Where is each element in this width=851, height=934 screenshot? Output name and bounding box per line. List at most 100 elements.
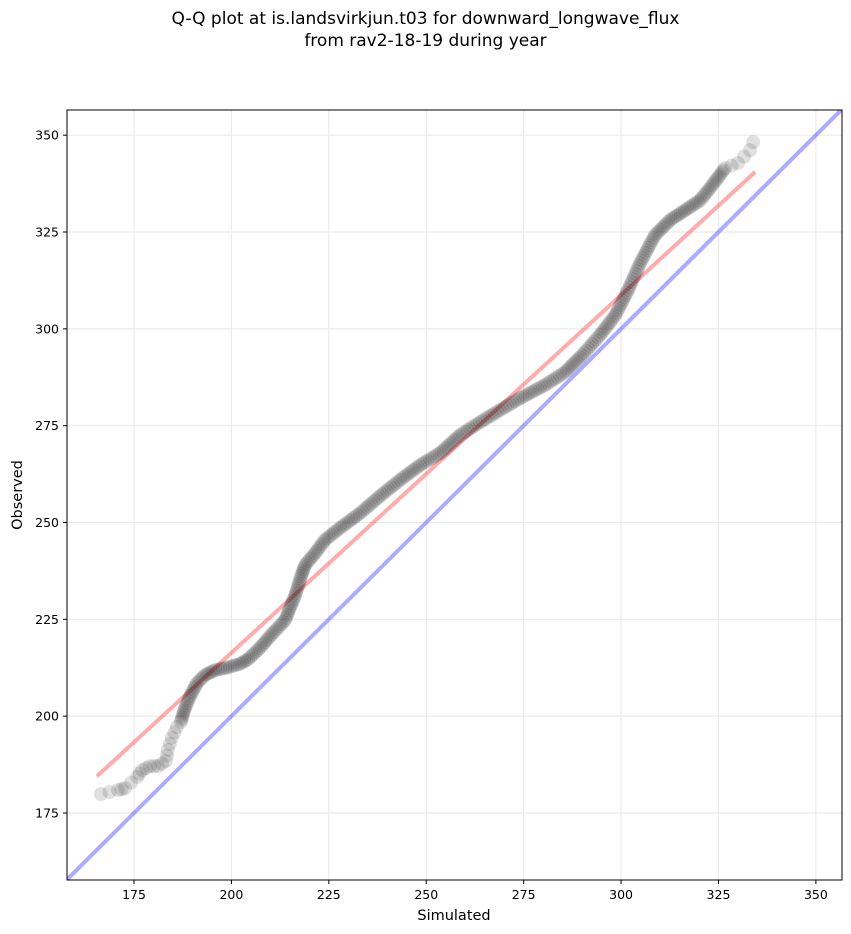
data-point xyxy=(304,550,319,565)
data-point xyxy=(647,228,662,243)
data-point xyxy=(718,161,733,176)
data-point xyxy=(543,374,558,389)
data-point xyxy=(545,373,560,388)
data-point xyxy=(195,670,210,685)
data-point xyxy=(341,514,356,529)
data-point xyxy=(381,481,396,496)
data-point xyxy=(591,330,606,345)
data-point xyxy=(618,288,633,303)
fit-line xyxy=(95,170,757,778)
data-point xyxy=(256,637,271,652)
data-point xyxy=(175,708,190,722)
data-point xyxy=(559,363,574,378)
data-point xyxy=(708,173,723,188)
data-point xyxy=(316,535,331,550)
data-point xyxy=(667,210,682,225)
data-point xyxy=(298,558,313,573)
data-point xyxy=(322,529,337,544)
data-point xyxy=(635,250,650,265)
data-point xyxy=(142,759,157,774)
data-point xyxy=(686,197,701,212)
x-tick-label: 275 xyxy=(512,887,536,902)
data-point xyxy=(688,196,703,211)
data-point xyxy=(583,339,598,354)
data-point xyxy=(525,384,540,399)
data-point xyxy=(743,143,758,158)
data-point xyxy=(503,397,518,412)
data-point xyxy=(364,496,379,511)
data-point xyxy=(239,653,254,668)
data-point xyxy=(490,404,505,419)
data-point xyxy=(480,410,495,425)
data-point xyxy=(495,401,510,416)
data-point xyxy=(230,657,245,672)
data-point xyxy=(301,554,316,569)
data-point xyxy=(485,407,500,422)
data-point xyxy=(292,573,307,588)
y-tick-label: 325 xyxy=(35,225,59,240)
data-point xyxy=(646,230,661,245)
data-point xyxy=(176,705,191,720)
data-point xyxy=(515,389,530,404)
data-point xyxy=(663,213,678,227)
data-point xyxy=(473,415,488,430)
data-point xyxy=(308,546,323,561)
data-point xyxy=(548,371,563,386)
data-point xyxy=(215,661,230,676)
data-point xyxy=(311,541,326,556)
data-point xyxy=(535,379,550,394)
data-point xyxy=(160,742,175,757)
y-axis-ticks: 175 200 225 250 275 300 325 350 xyxy=(35,128,67,820)
data-point xyxy=(565,357,580,372)
data-point xyxy=(619,285,634,300)
data-point xyxy=(604,312,619,327)
data-point xyxy=(492,403,507,418)
data-point xyxy=(538,378,553,392)
data-point xyxy=(114,782,129,797)
data-point xyxy=(135,763,150,777)
data-point xyxy=(395,471,410,486)
reference-lines xyxy=(67,110,842,880)
data-point xyxy=(210,662,225,677)
data-point xyxy=(187,680,202,695)
data-point xyxy=(159,748,174,763)
data-point xyxy=(397,469,412,484)
data-point xyxy=(436,442,451,457)
data-point xyxy=(223,659,238,674)
data-point xyxy=(505,395,520,410)
data-point xyxy=(124,775,139,790)
y-tick-label: 300 xyxy=(35,321,59,336)
data-point xyxy=(447,433,462,448)
data-point xyxy=(533,380,548,395)
data-point xyxy=(250,642,265,657)
data-point xyxy=(675,204,690,219)
data-point xyxy=(581,341,596,356)
data-point xyxy=(102,785,117,800)
data-point xyxy=(629,264,644,279)
data-point xyxy=(272,619,287,634)
scatter-points xyxy=(93,135,761,802)
data-point xyxy=(401,466,416,481)
data-point xyxy=(183,689,198,704)
y-tick-label: 175 xyxy=(35,805,59,820)
data-point xyxy=(197,668,212,683)
data-point xyxy=(296,562,311,577)
data-point xyxy=(297,560,312,575)
data-point xyxy=(427,449,442,464)
data-point xyxy=(430,447,445,462)
x-tick-label: 225 xyxy=(317,887,341,902)
data-point xyxy=(314,537,329,552)
data-point xyxy=(266,625,281,640)
data-point xyxy=(248,644,263,659)
data-point xyxy=(598,321,613,336)
data-point xyxy=(268,623,283,638)
data-point xyxy=(440,438,455,453)
data-point xyxy=(617,290,632,305)
data-point xyxy=(294,568,309,583)
data-point xyxy=(701,182,716,197)
data-point xyxy=(561,361,576,376)
data-point xyxy=(295,564,310,579)
data-point xyxy=(225,659,240,674)
data-point xyxy=(630,261,645,276)
